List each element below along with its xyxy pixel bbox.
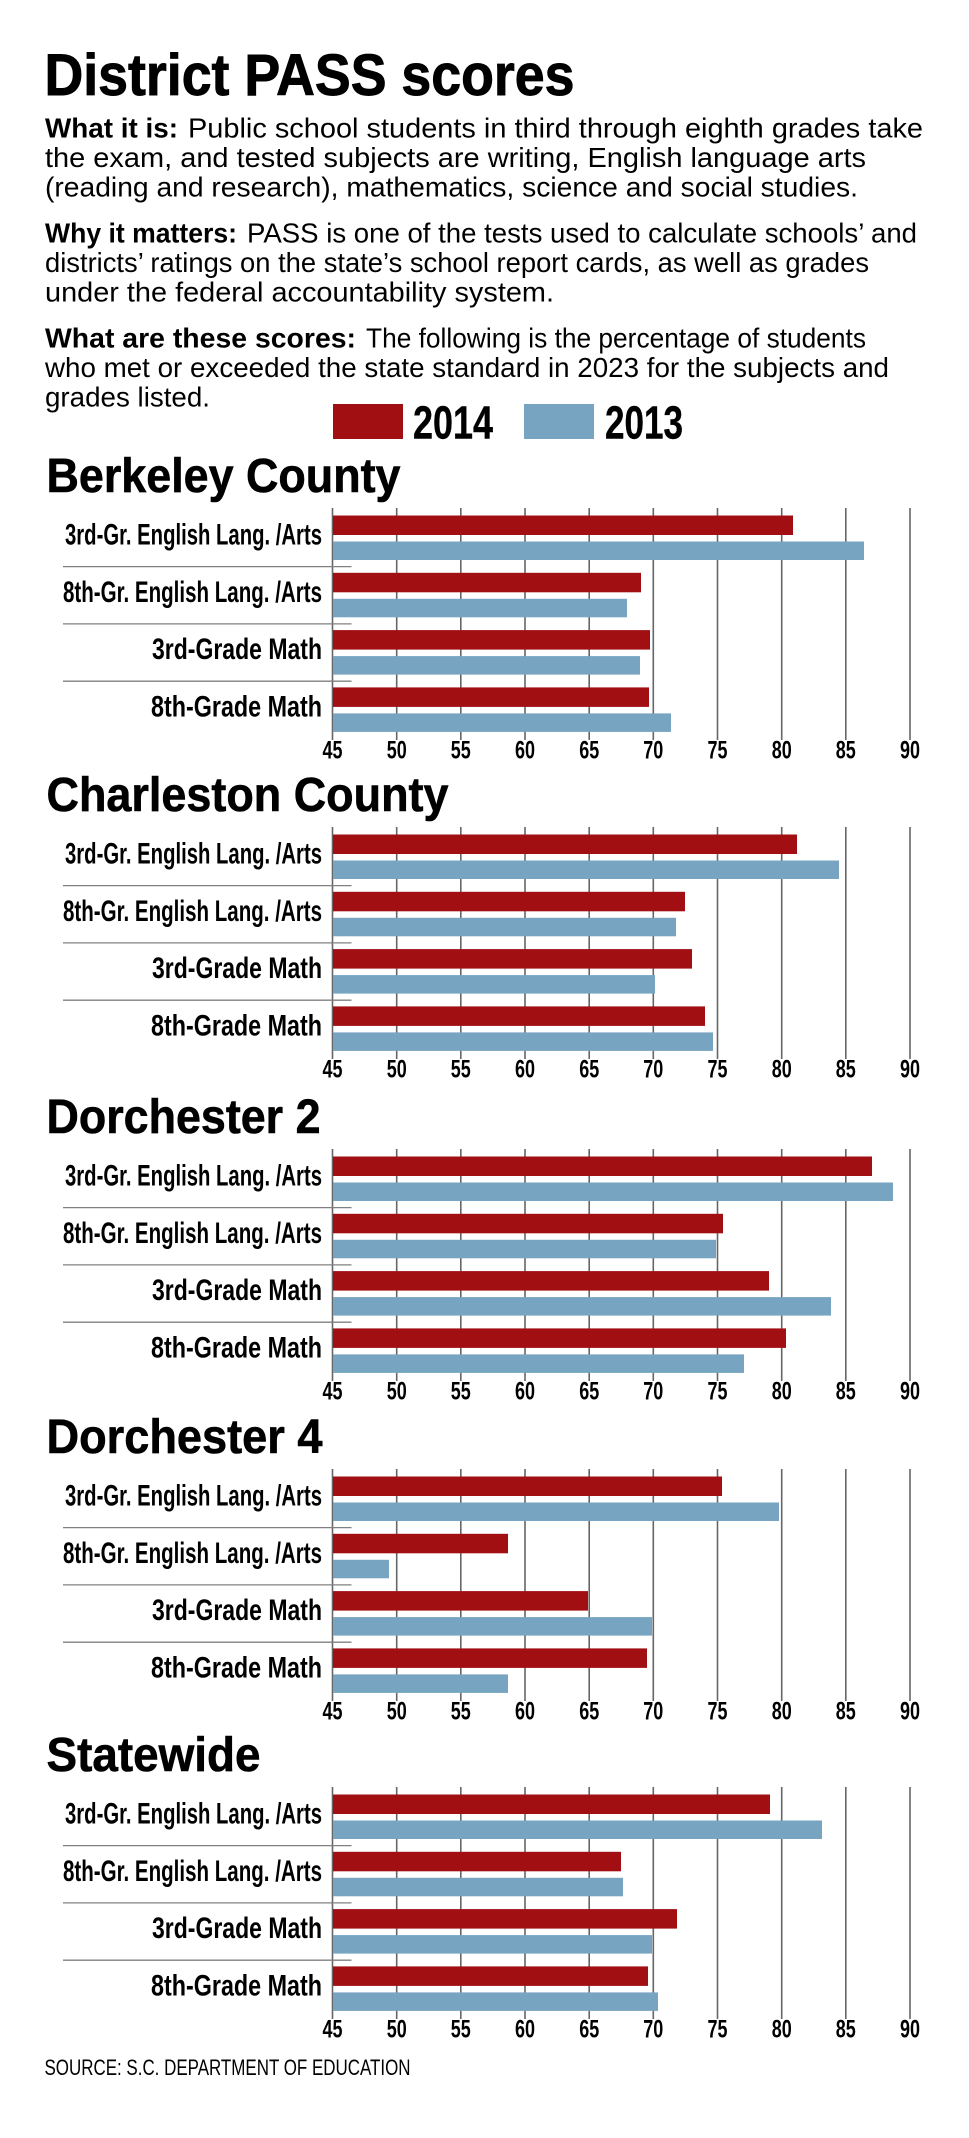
svg-text:50: 50 [387,1057,407,1084]
svg-text:85: 85 [836,1379,856,1406]
svg-text:8th-Gr. English Lang. /Arts: 8th-Gr. English Lang. /Arts [63,1537,322,1570]
svg-text:45: 45 [323,1057,343,1084]
svg-text:3rd-Gr. English Lang. /Arts: 3rd-Gr. English Lang. /Arts [65,1160,322,1193]
svg-text:8th-Gr. English Lang. /Arts: 8th-Gr. English Lang. /Arts [63,1217,322,1250]
svg-text:80: 80 [772,1699,792,1726]
svg-text:60: 60 [515,1699,535,1726]
svg-text:85: 85 [836,1057,856,1084]
svg-text:under the federal accountabili: under the federal accountability system. [45,276,554,307]
svg-text:8th-Grade Math: 8th-Grade Math [151,1010,322,1043]
svg-text:90: 90 [900,1057,920,1084]
svg-text:50: 50 [387,738,407,765]
svg-text:50: 50 [387,1379,407,1406]
svg-text:8th-Gr. English Lang. /Arts: 8th-Gr. English Lang. /Arts [63,895,322,928]
svg-text:65: 65 [579,738,599,765]
svg-text:Statewide: Statewide [47,1729,261,1782]
svg-text:75: 75 [708,1699,728,1726]
svg-text:55: 55 [451,1057,471,1084]
svg-text:60: 60 [515,738,535,765]
svg-text:90: 90 [900,2017,920,2044]
svg-text:Why it matters:: Why it matters: [45,218,237,249]
svg-text:80: 80 [772,2017,792,2044]
svg-text:80: 80 [772,738,792,765]
svg-text:85: 85 [836,1699,856,1726]
svg-text:3rd-Gr. English Lang. /Arts: 3rd-Gr. English Lang. /Arts [65,838,322,871]
svg-text:3rd-Grade Math: 3rd-Grade Math [152,952,322,985]
svg-text:8th-Grade Math: 8th-Grade Math [151,691,322,724]
svg-text:8th-Gr. English Lang. /Arts: 8th-Gr. English Lang. /Arts [63,576,322,609]
svg-text:90: 90 [900,1379,920,1406]
svg-text:60: 60 [515,2017,535,2044]
svg-text:50: 50 [387,1699,407,1726]
svg-text:65: 65 [579,1057,599,1084]
svg-text:who met or exceeded the state: who met or exceeded the state standard i… [44,352,889,383]
svg-text:80: 80 [772,1057,792,1084]
svg-text:55: 55 [451,738,471,765]
svg-text:70: 70 [643,738,663,765]
svg-text:SOURCE: S.C. DEPARTMENT OF EDU: SOURCE: S.C. DEPARTMENT OF EDUCATION [45,2055,411,2080]
svg-text:District PASS scores: District PASS scores [45,43,575,108]
svg-text:The following is the percentag: The following is the percentage of stude… [366,323,866,354]
svg-text:8th-Grade Math: 8th-Grade Math [151,1970,322,2003]
svg-text:3rd-Grade Math: 3rd-Grade Math [152,1912,322,1945]
svg-text:60: 60 [515,1057,535,1084]
svg-text:3rd-Grade Math: 3rd-Grade Math [152,1594,322,1627]
svg-text:65: 65 [579,2017,599,2044]
svg-text:55: 55 [451,2017,471,2044]
svg-text:85: 85 [836,738,856,765]
svg-text:75: 75 [708,738,728,765]
svg-text:90: 90 [900,1699,920,1726]
svg-text:districts’ ratings on the stat: districts’ ratings on the state’s school… [45,247,869,278]
svg-text:80: 80 [772,1379,792,1406]
svg-text:Charleston County: Charleston County [47,769,449,822]
svg-text:70: 70 [643,1057,663,1084]
svg-text:70: 70 [643,2017,663,2044]
svg-text:55: 55 [451,1699,471,1726]
svg-text:8th-Grade Math: 8th-Grade Math [151,1652,322,1685]
svg-text:8th-Gr. English Lang. /Arts: 8th-Gr. English Lang. /Arts [63,1855,322,1888]
svg-text:75: 75 [708,2017,728,2044]
svg-text:2014: 2014 [413,397,493,449]
svg-text:60: 60 [515,1379,535,1406]
svg-text:grades listed.: grades listed. [45,381,210,412]
svg-text:Public school students in thir: Public school students in third through … [188,113,923,144]
svg-text:the exam, and tested subjects: the exam, and tested subjects are writin… [45,142,866,173]
svg-text:Berkeley County: Berkeley County [47,450,401,503]
svg-text:What are these scores:: What are these scores: [45,323,356,354]
svg-text:65: 65 [579,1379,599,1406]
svg-text:70: 70 [643,1699,663,1726]
svg-text:3rd-Gr. English Lang. /Arts: 3rd-Gr. English Lang. /Arts [65,519,322,552]
svg-text:50: 50 [387,2017,407,2044]
svg-text:90: 90 [900,738,920,765]
svg-text:85: 85 [836,2017,856,2044]
svg-text:70: 70 [643,1379,663,1406]
svg-text:45: 45 [323,1699,343,1726]
svg-text:75: 75 [708,1057,728,1084]
svg-text:Dorchester 2: Dorchester 2 [47,1091,321,1144]
svg-text:3rd-Gr. English Lang. /Arts: 3rd-Gr. English Lang. /Arts [65,1480,322,1513]
svg-text:75: 75 [708,1379,728,1406]
svg-text:45: 45 [323,1379,343,1406]
svg-text:Dorchester 4: Dorchester 4 [47,1411,323,1464]
svg-text:3rd-Grade Math: 3rd-Grade Math [152,1274,322,1307]
svg-text:45: 45 [323,2017,343,2044]
svg-text:65: 65 [579,1699,599,1726]
svg-text:What it is:: What it is: [45,113,178,144]
svg-text:2013: 2013 [605,397,683,449]
svg-text:45: 45 [323,738,343,765]
svg-text:3rd-Grade Math: 3rd-Grade Math [152,633,322,666]
svg-text:8th-Grade Math: 8th-Grade Math [151,1332,322,1365]
svg-text:PASS is one of the tests used: PASS is one of the tests used to calcula… [247,218,917,249]
svg-text:55: 55 [451,1379,471,1406]
svg-text:3rd-Gr. English Lang. /Arts: 3rd-Gr. English Lang. /Arts [65,1798,322,1831]
svg-text:(reading and research), mathem: (reading and research), mathematics, sci… [45,171,858,202]
